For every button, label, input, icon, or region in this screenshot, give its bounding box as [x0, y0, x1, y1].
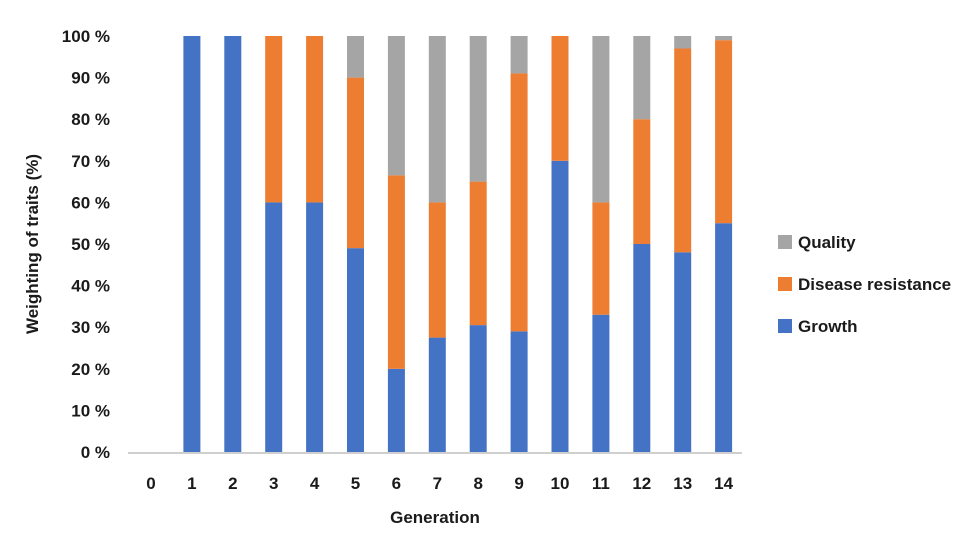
x-tick-label: 2: [228, 474, 237, 493]
x-tick-label: 6: [392, 474, 401, 493]
bar-segment-growth: [265, 202, 283, 452]
x-tick-label: 4: [310, 474, 320, 493]
y-axis-label: Weighting of traits (%): [23, 154, 42, 334]
x-tick-label: 3: [269, 474, 278, 493]
bar-segment-disease-resistance: [306, 36, 324, 203]
y-tick-label: 40 %: [71, 277, 110, 296]
x-tick-label: 8: [473, 474, 482, 493]
bar-segment-growth: [428, 337, 446, 452]
bar-segment-disease-resistance: [347, 77, 364, 249]
x-axis-label: Generation: [390, 508, 480, 527]
x-tick-label: 7: [433, 474, 442, 493]
legend-label: Disease resistance: [798, 275, 951, 294]
bar-segment-growth: [224, 36, 242, 452]
y-tick-label: 70 %: [71, 152, 110, 171]
x-tick-label: 13: [673, 474, 692, 493]
bar-segment-disease-resistance: [715, 40, 733, 224]
legend-swatch-quality: [778, 235, 792, 249]
bar-segment-growth: [715, 223, 733, 452]
bar-segment-growth: [592, 314, 610, 452]
legend-swatch-disease-resistance: [778, 277, 792, 291]
bar-segment-quality: [387, 36, 405, 176]
legend-swatch-growth: [778, 319, 792, 333]
y-tick-label: 100 %: [62, 27, 110, 46]
bar-segment-disease-resistance: [265, 36, 283, 203]
x-tick-label: 12: [632, 474, 651, 493]
bar-segment-growth: [306, 202, 324, 452]
bar-segment-quality: [592, 36, 610, 203]
bar-segment-quality: [428, 36, 446, 203]
bar-marks: [183, 36, 733, 453]
x-tick-label: 5: [351, 474, 360, 493]
bar-segment-disease-resistance: [510, 73, 528, 332]
y-tick-label: 10 %: [71, 401, 110, 420]
bar-segment-quality: [715, 36, 733, 41]
y-tick-label: 90 %: [71, 69, 110, 88]
bar-segment-growth: [551, 160, 569, 453]
bar-segment-growth: [510, 331, 528, 452]
bar-segment-quality: [633, 36, 651, 120]
bar-segment-disease-resistance: [674, 48, 692, 253]
bar-segment-disease-resistance: [551, 36, 569, 161]
bar-segment-growth: [633, 244, 651, 452]
bar-segment-quality: [347, 36, 364, 78]
y-tick-label: 20 %: [71, 360, 110, 379]
legend-label: Growth: [798, 317, 858, 336]
x-tick-label: 11: [592, 474, 610, 493]
legend-label: Quality: [798, 233, 856, 252]
x-tick-label: 14: [714, 474, 733, 493]
x-tick-label: 9: [514, 474, 523, 493]
bar-segment-quality: [674, 36, 692, 49]
bar-segment-disease-resistance: [633, 119, 651, 244]
y-tick-label: 80 %: [71, 110, 110, 129]
x-tick-label: 0: [146, 474, 155, 493]
bar-segment-disease-resistance: [428, 202, 446, 338]
bar-segment-growth: [469, 325, 487, 452]
bar-segment-disease-resistance: [469, 181, 487, 326]
bar-segment-quality: [469, 36, 487, 182]
bar-segment-growth: [387, 368, 405, 452]
y-axis-tick-labels: 0 % 10 % 20 % 30 % 40 % 50 % 60 % 70 % 80 % 90 % 1…: [62, 27, 110, 462]
bar-segment-disease-resistance: [387, 175, 405, 369]
y-tick-label: 60 %: [71, 193, 110, 212]
y-tick-label: 30 %: [71, 318, 110, 337]
bar-segment-growth: [183, 36, 201, 452]
legend: Quality Disease resistance Growth: [778, 233, 951, 336]
x-axis-tick-labels: 0 1 2 3 4 5 6 7 8 9 10 11 12 13 14: [146, 474, 733, 493]
bar-segment-quality: [510, 36, 528, 74]
x-tick-label: 1: [187, 474, 196, 493]
y-tick-label: 0 %: [81, 443, 110, 462]
bar-segment-growth: [347, 248, 364, 452]
bar-segment-growth: [674, 252, 692, 452]
x-tick-label: 10: [551, 474, 570, 493]
y-tick-label: 50 %: [71, 235, 110, 254]
bar-segment-disease-resistance: [592, 202, 610, 315]
